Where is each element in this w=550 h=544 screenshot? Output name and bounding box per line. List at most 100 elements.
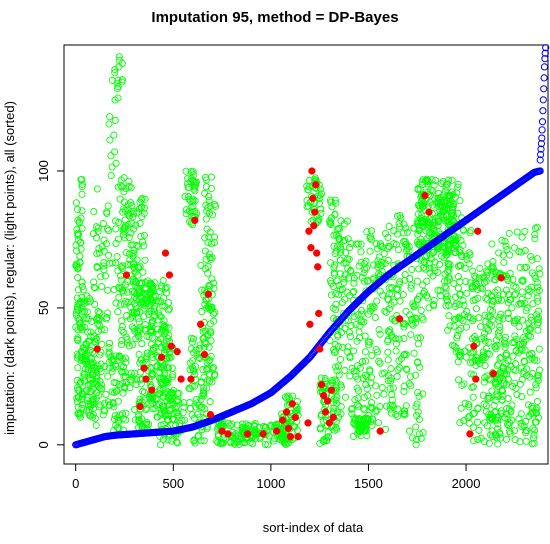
regular-point — [508, 401, 516, 409]
regular-point — [252, 427, 260, 435]
regular-point — [376, 287, 384, 295]
regular-point — [345, 255, 353, 263]
regular-point — [198, 308, 206, 316]
regular-point — [197, 396, 205, 404]
regular-point — [283, 394, 291, 402]
regular-point — [417, 306, 425, 315]
imputed-point — [466, 430, 474, 438]
regular-point — [492, 396, 500, 405]
regular-point — [456, 197, 464, 205]
regular-point — [209, 364, 218, 372]
regular-point — [160, 410, 168, 418]
regular-point — [138, 340, 146, 348]
regular-point — [513, 315, 521, 323]
regular-point — [534, 283, 542, 291]
regular-point — [521, 346, 529, 354]
x-tick-label: 500 — [162, 476, 184, 491]
regular-point — [512, 290, 520, 298]
regular-point — [373, 348, 381, 356]
regular-point — [189, 208, 197, 216]
imputed-point — [187, 375, 195, 383]
regular-point — [365, 411, 373, 419]
sorted-point — [541, 55, 549, 63]
regular-point — [483, 350, 491, 358]
regular-point — [510, 282, 518, 290]
regular-point — [304, 186, 312, 194]
regular-point — [105, 120, 113, 128]
regular-point — [429, 301, 437, 309]
regular-point — [95, 403, 103, 411]
regular-point — [361, 426, 369, 434]
regular-point — [384, 256, 392, 264]
regular-point — [534, 326, 542, 334]
regular-point — [146, 327, 155, 335]
regular-point — [469, 423, 477, 431]
regular-point — [231, 440, 239, 448]
regular-point — [92, 223, 100, 231]
regular-point — [323, 433, 331, 441]
regular-point — [358, 273, 366, 282]
regular-point — [80, 377, 88, 385]
regular-point — [334, 342, 342, 351]
regular-point — [507, 408, 515, 416]
regular-point — [118, 410, 127, 418]
regular-point — [412, 371, 420, 379]
regular-point — [377, 242, 385, 250]
regular-point — [204, 376, 212, 384]
regular-point — [354, 375, 362, 383]
regular-point — [474, 285, 482, 294]
regular-point — [202, 255, 210, 264]
regular-point — [74, 273, 82, 282]
regular-point — [364, 392, 372, 400]
regular-point — [411, 314, 419, 322]
imputed-point — [196, 320, 205, 328]
regular-point — [348, 364, 356, 372]
regular-point — [126, 384, 134, 392]
regular-point — [450, 322, 458, 330]
regular-point — [75, 409, 83, 417]
regular-point — [505, 422, 513, 430]
regular-point — [405, 427, 414, 435]
regular-point — [141, 320, 149, 329]
regular-point — [430, 222, 438, 230]
regular-point — [159, 320, 167, 329]
regular-point — [400, 387, 408, 396]
regular-point — [206, 202, 214, 210]
regular-point — [78, 396, 86, 404]
regular-point — [278, 431, 286, 439]
regular-point — [74, 230, 83, 238]
regular-point — [121, 281, 130, 289]
regular-point — [469, 315, 477, 323]
regular-point — [154, 325, 162, 333]
regular-point — [393, 373, 401, 381]
regular-point — [128, 323, 136, 331]
y-tick-label: 50 — [36, 301, 51, 315]
regular-point — [457, 324, 465, 332]
regular-point — [118, 336, 126, 345]
regular-point — [203, 225, 211, 233]
regular-point — [201, 234, 209, 242]
regular-point — [246, 438, 254, 446]
regular-point — [117, 263, 125, 271]
regular-point — [98, 385, 106, 393]
regular-point — [356, 427, 364, 435]
regular-points — [72, 53, 544, 449]
regular-point — [498, 236, 506, 244]
regular-point — [356, 322, 364, 330]
regular-point — [469, 267, 477, 275]
regular-point — [518, 393, 526, 401]
regular-point — [429, 272, 437, 280]
regular-point — [508, 416, 516, 424]
regular-point — [498, 386, 506, 394]
regular-point — [374, 419, 383, 427]
regular-point — [135, 416, 143, 424]
regular-point — [373, 391, 381, 399]
regular-point — [362, 257, 370, 265]
regular-point — [239, 426, 247, 434]
regular-point — [341, 366, 349, 374]
regular-point — [470, 409, 478, 417]
regular-point — [389, 384, 397, 392]
regular-point — [318, 190, 326, 198]
regular-point — [520, 367, 528, 376]
regular-point — [86, 412, 94, 420]
